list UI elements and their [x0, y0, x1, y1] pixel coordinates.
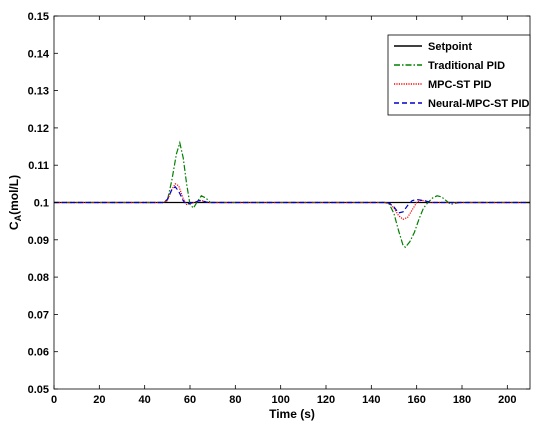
legend-label: Setpoint	[428, 41, 472, 53]
y-tick-label: 0.07	[28, 309, 49, 321]
y-tick-label: 0.12	[28, 123, 49, 135]
x-tick-label: 160	[407, 394, 425, 406]
legend-label: MPC-ST PID	[428, 79, 492, 91]
x-tick-label: 20	[93, 394, 105, 406]
x-tick-label: 80	[229, 394, 241, 406]
y-tick-label: 0.09	[28, 235, 49, 247]
series-layer	[54, 140, 530, 249]
x-axis-label: Time (s)	[269, 407, 315, 421]
series-line-4	[54, 185, 530, 214]
series-line-3	[54, 183, 530, 220]
y-tick-label: 0.13	[28, 86, 49, 98]
x-tick-label: 0	[51, 394, 57, 406]
x-tick-label: 180	[453, 394, 471, 406]
y-tick-label: 0.05	[28, 384, 49, 396]
series-line-2	[54, 140, 530, 249]
x-tick-label: 100	[271, 394, 289, 406]
x-tick-label: 140	[362, 394, 380, 406]
x-tick-label: 40	[139, 394, 151, 406]
tick-layer: 0 20 40 60 80 100 120 140 160 180 200 0.05 0.06 0.07 0…	[28, 11, 530, 406]
y-tick-label: 0.08	[28, 272, 49, 284]
x-tick-label: 200	[498, 394, 516, 406]
y-axis-label-subscript: A	[13, 214, 23, 221]
legend: Setpoint Traditional PID MPC-ST PID Neural-…	[387, 34, 531, 116]
x-tick-label: 60	[184, 394, 196, 406]
y-tick-label: 0.11	[28, 160, 49, 172]
y-axis-label: CA(mol/L)	[7, 175, 23, 230]
x-tick-label: 120	[317, 394, 335, 406]
legend-label: Traditional PID	[428, 60, 505, 72]
y-tick-label: 0.1	[34, 198, 49, 210]
y-axis-label-main: C	[7, 221, 21, 230]
y-tick-label: 0.15	[28, 11, 49, 23]
y-tick-label: 0.06	[28, 347, 49, 359]
legend-box	[387, 34, 531, 116]
y-axis-label-rest: (mol/L)	[7, 175, 21, 215]
legend-label: Neural-MPC-ST PID	[428, 98, 530, 110]
y-tick-label: 0.14	[28, 48, 50, 60]
